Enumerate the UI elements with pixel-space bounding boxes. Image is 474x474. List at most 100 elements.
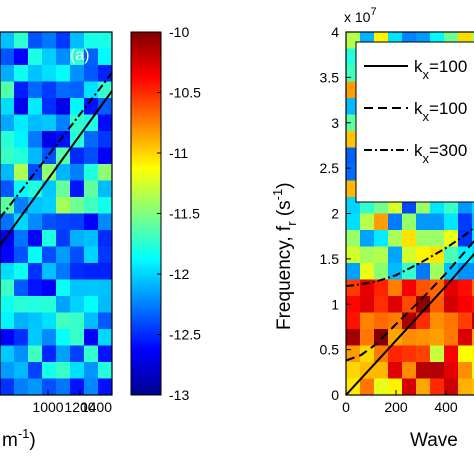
heatmap-cell xyxy=(28,362,43,379)
legend-k: k xyxy=(414,141,423,160)
heatmap-cell xyxy=(28,81,43,99)
heatmap-cell xyxy=(56,48,71,66)
legend-sub: x xyxy=(423,67,430,82)
heatmap-cell xyxy=(346,213,361,231)
heatmap-cell xyxy=(56,114,71,132)
heatmap-cell xyxy=(0,329,15,346)
legend-sub: x xyxy=(423,109,430,124)
heatmap-cell xyxy=(42,32,57,49)
x-tick-label: 0 xyxy=(342,399,350,415)
y-ticks-b: 0 0.5 1 1.5 2 2.5 3 3.5 4 xyxy=(320,24,351,403)
colorbar-tick-label: -12 xyxy=(169,266,189,282)
x-axis-label-a-sup: -1 xyxy=(18,426,30,441)
heatmap-cell xyxy=(28,279,43,297)
heatmap-cell xyxy=(28,312,43,330)
heatmap-cell xyxy=(458,246,473,264)
heatmap-cell xyxy=(388,378,403,396)
heatmap-cell xyxy=(98,312,113,330)
heatmap-cell xyxy=(84,48,99,66)
dispersion-line-solid xyxy=(0,90,113,246)
heatmap-cell xyxy=(374,246,389,264)
heatmap-cell xyxy=(416,362,431,379)
heatmap-cell xyxy=(444,296,459,313)
heatmap-cell xyxy=(98,378,113,396)
y-axis-label-b-sub: r xyxy=(284,221,299,226)
heatmap-cell xyxy=(374,279,389,297)
heatmap-cells-a xyxy=(0,32,113,396)
heatmap-cell xyxy=(0,362,15,379)
heatmap-cell xyxy=(472,378,474,396)
dispersion-lines-a xyxy=(0,72,113,246)
heatmap-cell xyxy=(388,362,403,379)
heatmap-cell xyxy=(374,378,389,396)
colorbar-tick-label: -11 xyxy=(169,145,188,161)
heatmap-cell xyxy=(472,32,474,49)
heatmap-cell xyxy=(444,378,459,396)
heatmap-cell xyxy=(28,345,43,363)
heatmap-cell xyxy=(84,279,99,297)
heatmap-cell xyxy=(430,296,445,313)
heatmap-cell xyxy=(28,329,43,346)
heatmap-cell xyxy=(42,180,57,198)
heatmap-cell xyxy=(70,246,85,264)
heatmap-cell xyxy=(360,213,375,231)
heatmap-cell xyxy=(84,329,99,346)
heatmap-panel-b: 0 0.5 1 1.5 2 2.5 3 3.5 4 0 200 400 x 107 Frequenc… xyxy=(270,6,474,451)
heatmap-cell xyxy=(14,32,29,49)
heatmap-cell xyxy=(14,263,29,280)
heatmap-cell xyxy=(388,296,403,313)
x-tick-label: 1000 xyxy=(32,399,63,415)
colorbar-tick-label: -10.5 xyxy=(169,85,201,101)
dispersion-line-dash-dot xyxy=(0,72,113,219)
heatmap-cell xyxy=(416,378,431,396)
heatmap-cell xyxy=(0,345,15,363)
panel-label-a: (a) xyxy=(70,47,90,64)
heatmap-cell xyxy=(42,197,57,214)
heatmap-cell xyxy=(70,164,85,181)
heatmap-cell xyxy=(14,362,29,379)
colorbar-tick-label: -11.5 xyxy=(169,206,200,222)
heatmap-cell xyxy=(14,345,29,363)
heatmap-cell xyxy=(28,147,43,165)
heatmap-cell xyxy=(56,164,71,181)
heatmap-cell xyxy=(84,98,99,115)
heatmap-cell xyxy=(42,65,57,82)
heatmap-cell xyxy=(430,378,445,396)
y-tick-label: 2 xyxy=(331,206,339,222)
heatmap-cell xyxy=(472,213,474,231)
x-axis-label-a: m-1) xyxy=(2,426,36,451)
heatmap-cell xyxy=(374,312,389,330)
y-exponent-sup: 7 xyxy=(370,6,376,18)
legend-k: k xyxy=(414,99,423,118)
heatmap-cell xyxy=(14,230,29,247)
heatmap-cell xyxy=(56,246,71,264)
heatmap-cell xyxy=(84,230,99,247)
colorbar-tick-label: -13 xyxy=(169,387,189,403)
heatmap-cell xyxy=(98,147,113,165)
heatmap-cell xyxy=(98,345,113,363)
heatmap-cell xyxy=(430,213,445,231)
heatmap-cell xyxy=(28,114,43,132)
heatmap-cell xyxy=(430,362,445,379)
heatmap-cell xyxy=(416,296,431,313)
heatmap-cell xyxy=(84,114,99,132)
legend-entry: kx=300 xyxy=(414,141,467,166)
heatmap-cell xyxy=(28,263,43,280)
heatmap-cell xyxy=(70,114,85,132)
heatmap-cell xyxy=(14,81,29,99)
heatmap-cell xyxy=(346,312,361,330)
heatmap-cell xyxy=(42,81,57,99)
heatmap-cell xyxy=(444,345,459,363)
heatmap-cell xyxy=(70,48,85,66)
heatmap-cell xyxy=(14,65,29,82)
heatmap-cell xyxy=(98,32,113,49)
y-tick-label: 3.5 xyxy=(320,69,340,85)
heatmap-cell xyxy=(98,131,113,148)
y-tick-label: 0 xyxy=(331,387,339,403)
heatmap-cell xyxy=(42,213,57,231)
y-tick-label: 0.5 xyxy=(320,342,340,358)
heatmap-cell xyxy=(402,213,417,231)
heatmap-cell xyxy=(388,230,403,247)
